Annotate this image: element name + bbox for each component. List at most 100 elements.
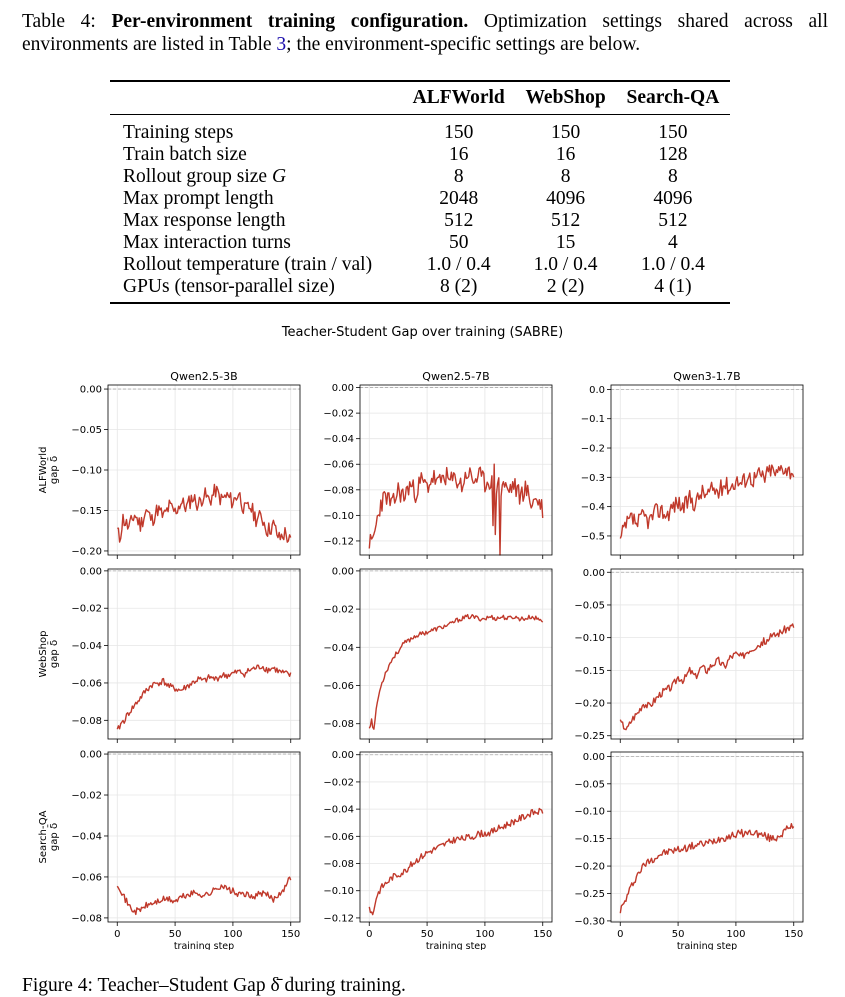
- y-tick-label: −0.06: [323, 460, 354, 471]
- table-cell: 8: [560, 166, 571, 187]
- y-tick-label: 0.00: [332, 383, 354, 394]
- row-label: Training steps: [110, 115, 402, 145]
- table-cell: 150: [550, 122, 581, 143]
- gap-series-line: [368, 807, 544, 916]
- y-tick-label: −0.05: [574, 600, 605, 611]
- y-tick-label: −0.04: [323, 805, 354, 816]
- row-label-line: Search-QA: [38, 810, 49, 863]
- x-axis-label: training step: [677, 941, 737, 950]
- y-tick-label: −0.20: [574, 699, 605, 710]
- gap-series-line: [619, 623, 795, 731]
- table-row: GPUs (tensor-parallel size) 8 (2) 2 (2) 4 (…: [110, 276, 730, 303]
- y-tick-label: −0.10: [323, 886, 354, 897]
- row-label-text: Max interaction turns: [123, 232, 291, 253]
- y-tick-label: −0.06: [71, 678, 102, 689]
- table-cell: 512: [550, 210, 581, 231]
- row-label-text: Rollout group size: [123, 166, 272, 187]
- table-ref-link[interactable]: 3: [276, 34, 287, 55]
- x-tick-label: 50: [672, 929, 685, 940]
- row-label-text: Max response length: [123, 210, 286, 231]
- x-tick-label: 150: [281, 929, 300, 940]
- y-tick-label: −0.20: [574, 862, 605, 873]
- table-header-alfworld: ALFWorld: [412, 87, 505, 108]
- row-label-text: Max prompt length: [123, 188, 274, 209]
- x-tick-label: 0: [617, 929, 623, 940]
- table-cell: 16: [555, 144, 576, 165]
- row-label-line: gap δ̄: [47, 640, 60, 668]
- gap-series-line: [368, 613, 544, 730]
- gap-figure: Teacher-Student Gap over training (SABRE…: [0, 310, 845, 952]
- panel-frame: [107, 751, 301, 923]
- table-caption-text: Optimization settings shared across all …: [22, 11, 829, 55]
- table-cell: 1.0 / 0.4: [426, 254, 491, 275]
- row-label: Search-QA gap δ̄: [38, 810, 60, 863]
- panel-frame: [359, 568, 553, 740]
- x-tick-label: 150: [784, 929, 803, 940]
- table-cell: 4096: [546, 188, 586, 209]
- row-label-text: Rollout temperature (train / val): [123, 254, 373, 275]
- y-tick-label: −0.08: [71, 913, 102, 924]
- y-tick-label: −0.04: [323, 643, 354, 654]
- table-row: Max prompt length 2048 4096 4096: [110, 188, 730, 210]
- x-tick-label: 100: [475, 929, 494, 940]
- row-label: Rollout group size G: [110, 166, 402, 188]
- x-tick-label: 0: [366, 929, 372, 940]
- y-tick-label: −0.02: [323, 777, 354, 788]
- row-label: GPUs (tensor-parallel size): [110, 276, 402, 303]
- x-tick-label: 50: [169, 929, 182, 940]
- table-caption-title: Per-environment training configuration.: [111, 11, 469, 32]
- y-tick-label: −0.02: [71, 791, 102, 802]
- panel-frame: [107, 568, 301, 740]
- table-caption-label: Table 4:: [22, 11, 96, 32]
- y-tick-label: −0.02: [71, 604, 102, 615]
- table-row: Train batch size 16 16 128: [110, 144, 730, 166]
- table-caption-text-end: ; the environment-specific settings are …: [286, 34, 641, 55]
- y-tick-label: −0.10: [323, 511, 354, 522]
- y-tick-label: −0.08: [323, 719, 354, 730]
- table-row: Training steps 150 150 150: [110, 115, 730, 145]
- panel-frame: [359, 751, 553, 923]
- y-tick-label: 0.00: [80, 566, 102, 577]
- y-tick-label: −0.02: [323, 409, 354, 420]
- y-tick-label: −0.04: [323, 434, 354, 445]
- gap-series-line: [116, 876, 292, 916]
- column-title: Qwen3-1.7B: [673, 370, 740, 383]
- row-label-text: Train batch size: [123, 144, 247, 165]
- y-tick-label: −0.04: [71, 641, 102, 652]
- y-tick-label: −0.5: [581, 531, 605, 542]
- y-tick-label: −0.02: [323, 605, 354, 616]
- panel-frame: [359, 384, 553, 556]
- x-axis-label: training step: [174, 941, 234, 950]
- table-cell: 2048: [439, 188, 479, 209]
- y-tick-label: −0.30: [574, 916, 605, 927]
- y-tick-label: −0.20: [71, 546, 102, 557]
- y-tick-label: −0.4: [581, 502, 605, 513]
- row-label-variable: G: [271, 166, 287, 187]
- row-label-text: Training steps: [123, 122, 234, 143]
- config-table: ALFWorld WebShop Search-QA Training step…: [110, 80, 730, 304]
- table-header-searchqa: Search-QA: [626, 87, 720, 108]
- table-cell: 8: [668, 166, 678, 187]
- table-caption: Table 4: Per-environment training config…: [22, 10, 828, 56]
- table-cell: 128: [658, 144, 688, 165]
- y-tick-label: −0.1: [581, 414, 605, 425]
- row-label-text: GPUs (tensor-parallel size): [123, 276, 335, 297]
- figure-caption: Figure 4: Teacher–Student Gap δ̄ during …: [22, 975, 406, 996]
- table-row: Rollout temperature (train / val) 1.0 / 0…: [110, 254, 730, 276]
- row-label: Rollout temperature (train / val): [110, 254, 402, 276]
- y-tick-label: −0.3: [581, 473, 605, 484]
- table-header-empty: [110, 81, 402, 115]
- x-tick-label: 150: [533, 929, 552, 940]
- y-tick-label: −0.08: [323, 485, 354, 496]
- y-tick-label: −0.04: [71, 831, 102, 842]
- table-cell: 1.0 / 0.4: [640, 254, 705, 275]
- table-cell: 4 (1): [654, 276, 692, 297]
- x-tick-label: 0: [114, 929, 120, 940]
- y-tick-label: −0.05: [71, 425, 102, 436]
- row-label-line: gap δ̄: [47, 823, 60, 851]
- y-tick-label: −0.12: [323, 536, 354, 547]
- row-label-line: gap δ̄: [47, 456, 60, 484]
- panel-frame: [610, 751, 804, 923]
- table-cell: 150: [658, 122, 688, 143]
- x-tick-label: 100: [223, 929, 242, 940]
